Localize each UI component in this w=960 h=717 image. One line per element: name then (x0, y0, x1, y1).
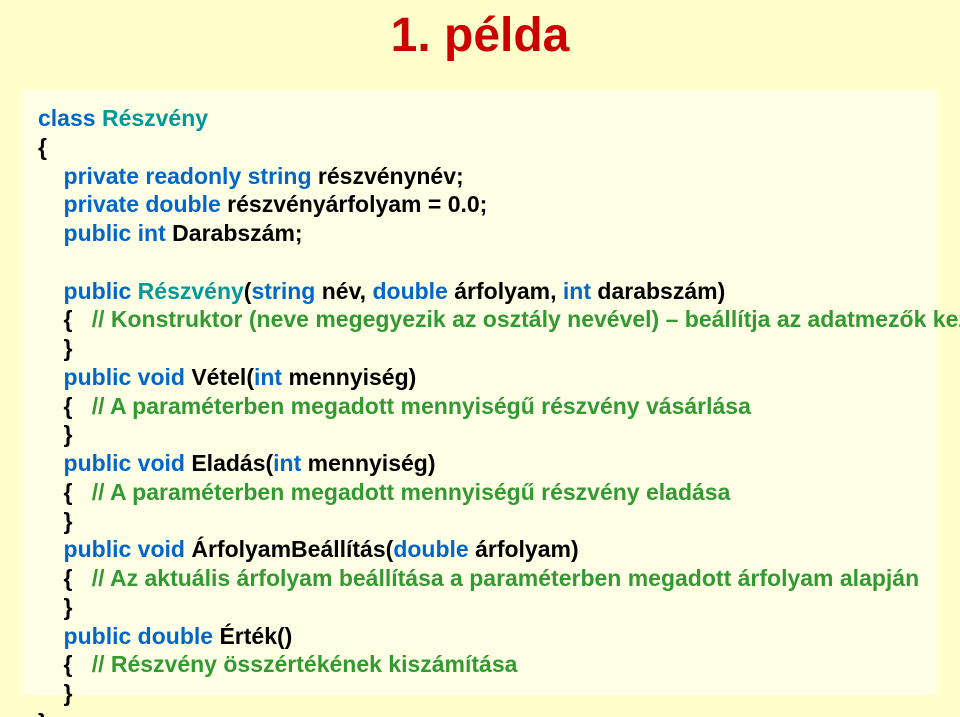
cmt-line14: // A paraméterben megadott mennyiségű ré… (92, 479, 731, 505)
cmt-line20: // Részvény összértékének kiszámítása (92, 651, 518, 677)
open-line11: { (38, 393, 92, 419)
open-line8: { (38, 306, 92, 332)
open-line14: { (38, 479, 92, 505)
code-listing: class Részvény { private readonly string… (38, 104, 922, 717)
kw-line7c: double (372, 278, 447, 304)
kw-line19: public double (38, 623, 213, 649)
type-name: Részvény (96, 105, 209, 131)
txt-line19: Érték() (213, 623, 292, 649)
slide: 1. példa class Részvény { private readon… (0, 0, 960, 717)
cmt-line8: // Konstruktor (neve megegyezik az osztá… (92, 306, 960, 332)
txt-line5: Darabszám; (166, 220, 303, 246)
kw-line5: public int (38, 220, 166, 246)
cmt-line11: // A paraméterben megadott mennyiségű ré… (92, 393, 751, 419)
kw-line10: public void (38, 364, 185, 390)
close-line21: } (38, 680, 73, 706)
txt-line13: Eladás( (185, 450, 273, 476)
kw-line10b: int (254, 364, 282, 390)
kw-line16b: double (393, 536, 468, 562)
close-line12: } (38, 421, 73, 447)
open-line20: { (38, 651, 92, 677)
kw-line4: private double (38, 191, 221, 217)
type-line7: Részvény (131, 278, 244, 304)
kw-line7b: string (251, 278, 315, 304)
p1-line7: név, (315, 278, 372, 304)
cmt-line17: // Az aktuális árfolyam beállítása a par… (92, 565, 919, 591)
slide-title: 1. példa (0, 8, 960, 63)
txt-line13b: mennyiség) (301, 450, 435, 476)
txt-line16b: árfolyam) (469, 536, 579, 562)
txt-line3: részvénynév; (312, 163, 464, 189)
brace-close: } (38, 709, 47, 717)
txt-line10b: mennyiség) (282, 364, 416, 390)
kw-class: class (38, 105, 96, 131)
txt-line10: Vétel( (185, 364, 254, 390)
open-line17: { (38, 565, 92, 591)
close-line9: } (38, 335, 73, 361)
txt-line16: ÁrfolyamBeállítás( (185, 536, 393, 562)
kw-line16: public void (38, 536, 185, 562)
kw-line13b: int (273, 450, 301, 476)
close-line18: } (38, 594, 73, 620)
blank-line (38, 249, 44, 275)
kw-line7d: int (563, 278, 591, 304)
brace-open: { (38, 134, 47, 160)
p3-line7: darabszám) (591, 278, 725, 304)
kw-line3: private readonly string (38, 163, 312, 189)
kw-line7a: public (38, 278, 131, 304)
txt-line4: részvényárfolyam = 0.0; (221, 191, 488, 217)
p2-line7: árfolyam, (448, 278, 563, 304)
code-box: class Részvény { private readonly string… (22, 90, 938, 695)
close-line15: } (38, 508, 73, 534)
kw-line13: public void (38, 450, 185, 476)
